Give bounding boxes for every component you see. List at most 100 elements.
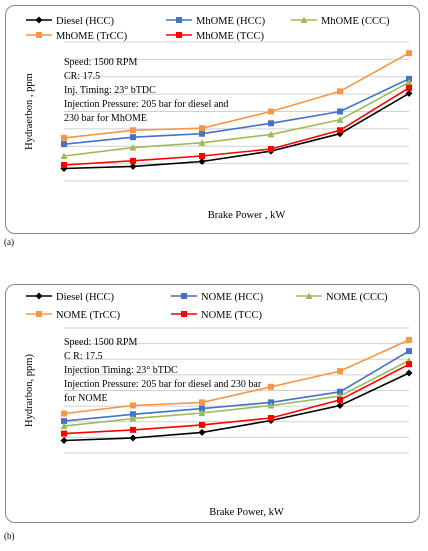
chart-a-point-0-4 bbox=[336, 130, 344, 138]
chart-a-point-1-2 bbox=[199, 130, 205, 137]
chart-a-point-4-5 bbox=[406, 84, 412, 91]
chart-b-series-line-0 bbox=[63, 372, 410, 442]
chart-b-point-1-2 bbox=[199, 405, 205, 412]
chart-a-legend-marker-1 bbox=[176, 17, 182, 23]
caption-b: (b) bbox=[4, 531, 15, 541]
chart-a-legend-marker-4 bbox=[176, 32, 182, 38]
chart-b-point-4-3 bbox=[268, 415, 274, 421]
chart-b-annotation-3: Injection Pressure: 205 bar for diesel a… bbox=[64, 379, 262, 390]
chart-b-series-line-1 bbox=[63, 350, 410, 422]
chart-a-legend: Diesel (HCC) MhOME (HCC) MhOME (CCC) MhOME … bbox=[26, 16, 390, 42]
chart-a-point-2-1 bbox=[129, 144, 137, 151]
chart-a-annotation-1: CR: 17.5 bbox=[64, 71, 100, 82]
chart-a-annotation-0: Speed: 1500 RPM bbox=[64, 57, 137, 68]
chart-b-legend-label-1: NOME (HCC) bbox=[201, 292, 264, 303]
chart-a-series-line-3 bbox=[63, 52, 410, 139]
chart-a-svg: Speed: 1500 RPM CR: 17.5 Inj. Timing: 23° … bbox=[24, 16, 413, 221]
chart-b-point-1-4 bbox=[337, 388, 343, 395]
chart-a-point-2-2 bbox=[198, 139, 206, 146]
chart-a-point-3-4 bbox=[337, 88, 343, 95]
chart-a-legend-label-2: MhOME (CCC) bbox=[321, 16, 390, 27]
chart-a-legend-marker-3 bbox=[36, 32, 42, 38]
chart-b-point-1-1 bbox=[130, 411, 136, 418]
chart-b-legend-label-0: Diesel (HCC) bbox=[56, 292, 115, 303]
chart-b-point-2-1 bbox=[129, 415, 137, 422]
chart-a-point-0-1 bbox=[129, 162, 137, 170]
chart-b-point-0-1 bbox=[129, 434, 137, 442]
chart-a-point-0-5 bbox=[405, 89, 413, 97]
chart-b-point-3-2 bbox=[199, 399, 205, 406]
chart-a-point-3-2 bbox=[199, 125, 205, 132]
chart-a-point-2-0 bbox=[60, 152, 68, 159]
chart-b-series-4 bbox=[61, 361, 412, 437]
chart-b-legend-marker-1 bbox=[181, 293, 187, 299]
chart-b-point-4-0 bbox=[61, 430, 67, 437]
chart-panel-b: Speed: 1500 RPM C R: 17.5 Injection Timing… bbox=[5, 284, 420, 523]
chart-b-legend-marker-4 bbox=[181, 311, 187, 317]
chart-b-y-axis-label: Hydrarbon, ppm) bbox=[24, 354, 35, 427]
chart-b-point-1-0 bbox=[61, 418, 67, 425]
chart-b-point-4-1 bbox=[130, 426, 136, 433]
chart-a-point-3-1 bbox=[130, 127, 136, 134]
chart-a-series-4 bbox=[61, 84, 412, 169]
chart-a-series-3 bbox=[61, 50, 412, 141]
chart-b-legend-marker-2 bbox=[305, 292, 313, 299]
chart-b-series-line-2 bbox=[63, 359, 410, 427]
chart-a-point-2-5 bbox=[405, 78, 413, 86]
chart-a-annotation-4: 230 bar for MhOME bbox=[64, 113, 147, 124]
chart-a-point-4-1 bbox=[130, 157, 136, 164]
chart-a-point-0-2 bbox=[198, 158, 206, 166]
chart-a-series-line-2 bbox=[63, 81, 410, 157]
chart-a-series-line-0 bbox=[63, 92, 410, 170]
chart-a-point-4-4 bbox=[337, 127, 343, 134]
chart-b-svg: Speed: 1500 RPM C R: 17.5 Injection Timing… bbox=[24, 292, 413, 518]
chart-b-point-2-0 bbox=[60, 422, 68, 430]
caption-a: (a) bbox=[4, 237, 14, 247]
chart-a-point-1-0 bbox=[61, 141, 67, 148]
chart-a-annotation-2: Inj. Timing: 23° bTDC bbox=[64, 85, 156, 96]
chart-a-annotation-3: Injection Pressure: 205 bar for diesel a… bbox=[64, 99, 228, 110]
chart-b-legend-label-3: NOME (TrCC) bbox=[56, 310, 121, 321]
chart-a-series-line-1 bbox=[63, 78, 410, 145]
chart-a-point-1-4 bbox=[337, 108, 343, 115]
chart-a-y-axis-label: Hydraerbon , ppm bbox=[24, 73, 35, 150]
chart-a-series-2 bbox=[60, 78, 413, 159]
chart-b-series-3 bbox=[61, 336, 412, 417]
chart-b-annotation-1: C R: 17.5 bbox=[64, 351, 103, 362]
chart-b-annotation-0: Speed: 1500 RPM bbox=[64, 337, 137, 348]
chart-b-point-3-4 bbox=[337, 368, 343, 375]
chart-a-legend-label-0: Diesel (HCC) bbox=[56, 16, 115, 27]
chart-b-point-4-5 bbox=[406, 361, 412, 368]
chart-a-legend-label-4: MhOME (TCC) bbox=[196, 31, 264, 42]
chart-a-legend-label-1: MhOME (HCC) bbox=[196, 16, 266, 27]
chart-b-point-1-5 bbox=[406, 348, 412, 355]
chart-b-x-axis-label: Brake Power, kW bbox=[209, 507, 284, 518]
chart-b-legend: Diesel (HCC) NOME (HCC) NOME (CCC) NOME (Tr… bbox=[26, 292, 388, 321]
chart-b-legend-label-2: NOME (CCC) bbox=[326, 292, 388, 303]
chart-b-legend-marker-3 bbox=[36, 311, 42, 317]
chart-a-point-4-0 bbox=[61, 162, 67, 169]
chart-b-series-line-4 bbox=[63, 363, 410, 435]
chart-a-point-2-4 bbox=[336, 116, 344, 123]
chart-a-point-4-3 bbox=[268, 146, 274, 153]
chart-b-point-4-2 bbox=[199, 421, 205, 428]
chart-a-point-1-1 bbox=[130, 134, 136, 141]
chart-a-point-3-3 bbox=[268, 108, 274, 115]
chart-panel-a: Speed: 1500 RPM CR: 17.5 Inj. Timing: 23° … bbox=[5, 5, 420, 234]
chart-a-legend-marker-2 bbox=[300, 16, 308, 23]
chart-a-point-1-3 bbox=[268, 120, 274, 127]
chart-a-point-2-3 bbox=[267, 130, 275, 138]
chart-b-point-0-5 bbox=[405, 369, 413, 377]
chart-a-point-3-0 bbox=[61, 134, 67, 141]
chart-b-point-2-2 bbox=[198, 409, 206, 416]
chart-b-point-0-2 bbox=[198, 428, 206, 436]
chart-a-legend-label-3: MhOME (TrCC) bbox=[56, 31, 128, 42]
chart-b-point-0-0 bbox=[60, 437, 68, 444]
chart-b-annotation-4: for NOME bbox=[64, 393, 108, 404]
chart-b-legend-label-4: NOME (TCC) bbox=[201, 310, 262, 321]
chart-b-point-3-0 bbox=[61, 410, 67, 417]
chart-a-legend-marker-0 bbox=[35, 16, 43, 24]
chart-b-legend-marker-0 bbox=[35, 292, 43, 300]
chart-b-point-0-4 bbox=[336, 402, 344, 409]
chart-a-point-4-2 bbox=[199, 152, 205, 159]
